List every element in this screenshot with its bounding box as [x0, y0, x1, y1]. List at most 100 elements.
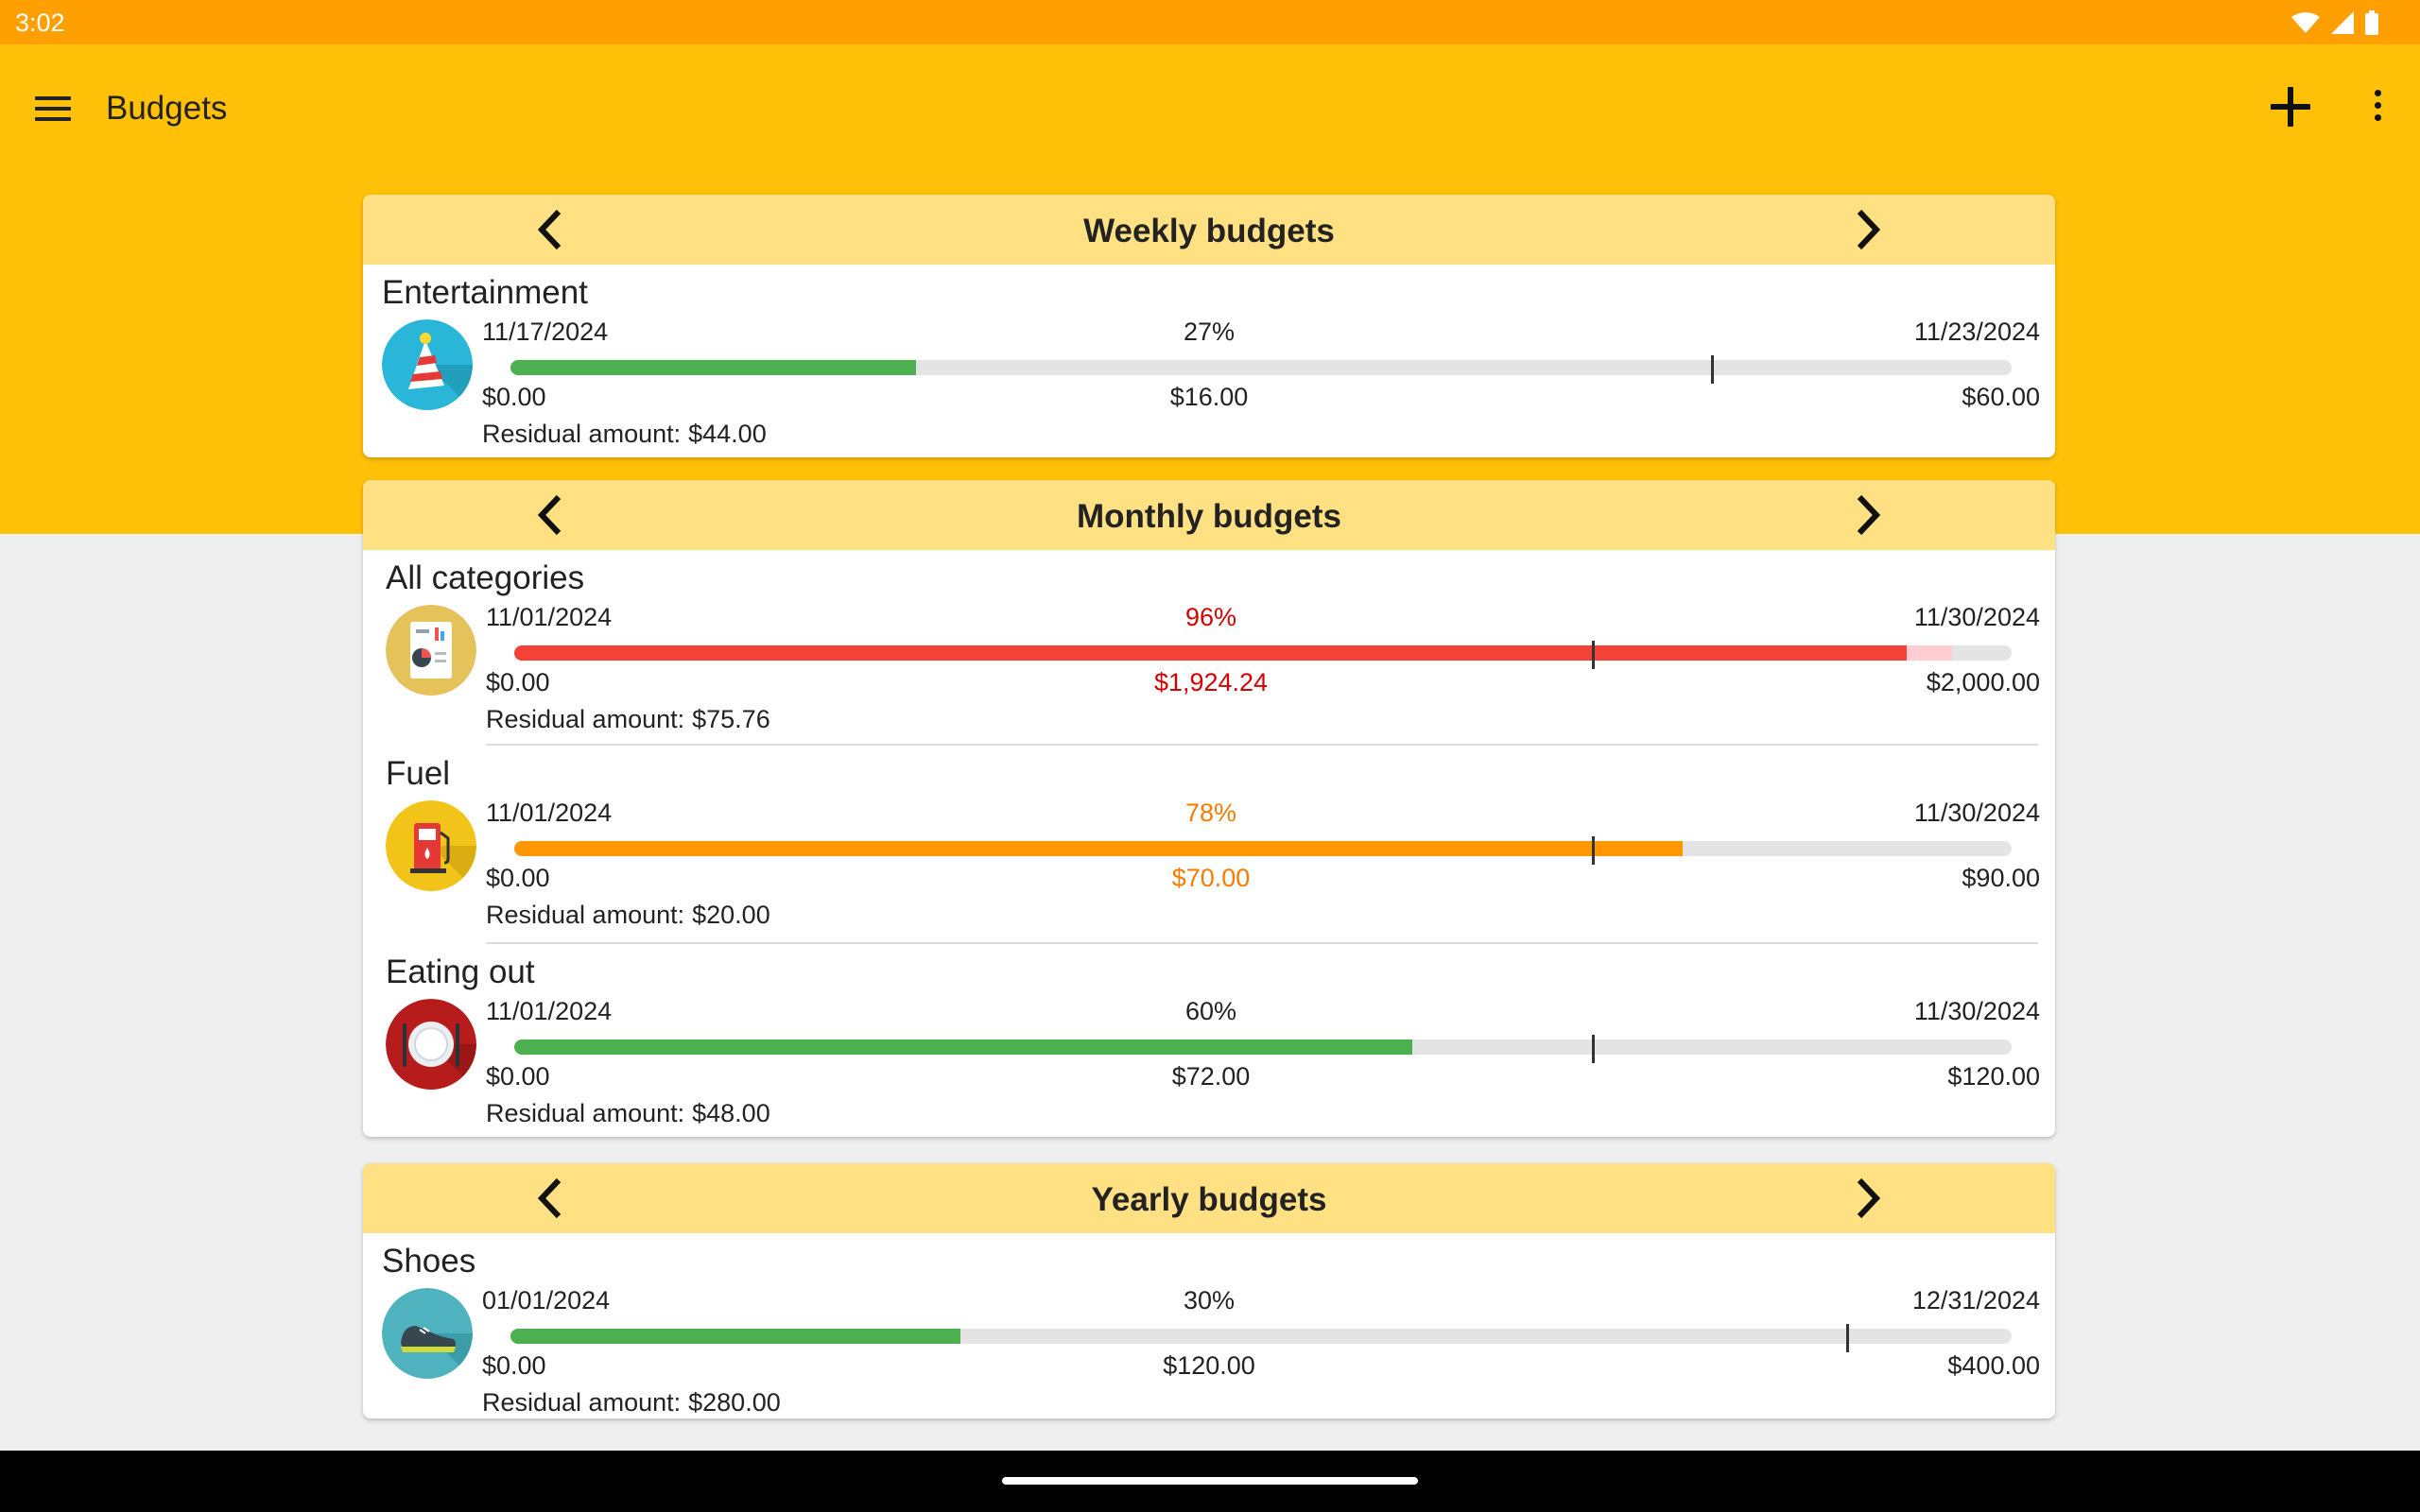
- signal-icon: [2331, 11, 2354, 34]
- budget-item[interactable]: All categories 11/01/2024 96% 11/30/2024…: [367, 550, 2055, 746]
- divider: [486, 744, 2038, 746]
- section-title: Weekly budgets: [1083, 213, 1335, 249]
- next-period-button[interactable]: [1843, 206, 1891, 253]
- budget-name: Shoes: [382, 1243, 476, 1280]
- budget-max-amount: $120.00: [1947, 1062, 2040, 1091]
- budget-max-amount: $2,000.00: [1926, 668, 2040, 696]
- budget-start-date: 11/01/2024: [486, 799, 613, 827]
- budget-spent-amount: $70.00: [1171, 864, 1251, 892]
- residual-label: Residual amount:: [482, 1388, 682, 1417]
- plate-cutlery-icon: [386, 999, 476, 1090]
- budget-start-date: 01/01/2024: [482, 1286, 611, 1314]
- residual-amount: Residual amount: $44.00: [482, 420, 767, 449]
- time-elapsed-marker: [1592, 836, 1596, 865]
- budget-min-amount: $0.00: [482, 383, 546, 411]
- budget-item[interactable]: Eating out 11/01/2024 60% 11/30/2024 $0.…: [367, 944, 2055, 1137]
- budget-spent-amount: $16.00: [1169, 383, 1249, 411]
- next-period-button[interactable]: [1843, 1175, 1891, 1222]
- add-budget-button[interactable]: [2267, 82, 2316, 131]
- budget-percent: 78%: [1184, 799, 1237, 827]
- residual-label: Residual amount:: [486, 705, 685, 733]
- budget-start-date: 11/17/2024: [482, 318, 609, 346]
- budget-start-date: 11/01/2024: [486, 603, 613, 631]
- budget-min-amount: $0.00: [486, 1062, 550, 1091]
- residual-label: Residual amount:: [486, 901, 685, 929]
- yearly-budgets-card: Yearly budgets Shoes 01/01/2024 30% 12/3…: [363, 1163, 2055, 1418]
- sneaker-icon: [382, 1288, 473, 1379]
- menu-icon[interactable]: [32, 90, 74, 128]
- chevron-left-icon: [537, 494, 562, 536]
- next-period-button[interactable]: [1843, 491, 1891, 539]
- chevron-right-icon: [1857, 1177, 1881, 1219]
- chevron-left-icon: [537, 209, 562, 250]
- section-header: Yearly budgets: [363, 1163, 2055, 1233]
- budget-max-amount: $60.00: [1962, 383, 2040, 411]
- section-header: Monthly budgets: [363, 480, 2055, 550]
- budget-progress-fill: [510, 360, 916, 375]
- budget-progress-fill: [510, 1329, 961, 1344]
- chevron-right-icon: [1857, 494, 1881, 536]
- budget-name: Fuel: [386, 755, 451, 792]
- budget-end-date: 11/30/2024: [1913, 603, 2040, 631]
- home-gesture-handle[interactable]: [1002, 1477, 1418, 1485]
- time-elapsed-marker: [1711, 355, 1715, 384]
- section-header: Weekly budgets: [363, 195, 2055, 265]
- budget-end-date: 11/30/2024: [1913, 997, 2040, 1025]
- section-title: Yearly budgets: [1091, 1181, 1327, 1218]
- budget-percent: 96%: [1184, 603, 1237, 631]
- monthly-budgets-card: Monthly budgets All categories 11/01/202…: [363, 480, 2055, 1137]
- previous-period-button[interactable]: [527, 1175, 575, 1222]
- budget-item[interactable]: Shoes 01/01/2024 30% 12/31/2024 $0.00 $1…: [363, 1233, 2055, 1418]
- budget-max-amount: $90.00: [1962, 864, 2040, 892]
- budget-start-date: 11/01/2024: [486, 997, 613, 1025]
- status-bar: 3:02: [0, 0, 2420, 44]
- time-elapsed-marker: [1592, 641, 1596, 669]
- section-title: Monthly budgets: [1077, 498, 1341, 535]
- system-navigation-bar: [0, 1451, 2420, 1512]
- budget-percent: 60%: [1184, 997, 1237, 1025]
- budget-progress-fill: [514, 1040, 1413, 1055]
- residual-value: $44.00: [688, 420, 767, 448]
- budget-end-date: 12/31/2024: [1911, 1286, 2040, 1314]
- budget-min-amount: $0.00: [486, 864, 550, 892]
- more-options-icon[interactable]: [2361, 90, 2394, 128]
- wifi-icon: [2291, 12, 2320, 33]
- budget-progress-bar: [510, 1329, 2012, 1344]
- time-elapsed-marker: [1592, 1035, 1596, 1063]
- previous-period-button[interactable]: [527, 206, 575, 253]
- budget-item[interactable]: Entertainment 11/17/2024 27% 11/23/2024 …: [363, 265, 2055, 457]
- divider: [486, 942, 2038, 944]
- residual-amount: Residual amount: $20.00: [486, 901, 770, 930]
- budget-name: All categories: [386, 559, 585, 596]
- battery-icon: [2365, 10, 2378, 35]
- report-icon: [386, 605, 476, 696]
- status-icons: [2291, 10, 2378, 35]
- chevron-left-icon: [537, 1177, 562, 1219]
- budget-end-date: 11/23/2024: [1913, 318, 2040, 346]
- budget-min-amount: $0.00: [486, 668, 550, 696]
- budget-spent-amount: $72.00: [1171, 1062, 1251, 1091]
- residual-value: $75.76: [692, 705, 770, 733]
- page-title: Budgets: [106, 90, 228, 127]
- residual-value: $48.00: [692, 1099, 770, 1127]
- budget-min-amount: $0.00: [482, 1351, 546, 1380]
- budget-progress-bar: [514, 1040, 2012, 1055]
- budget-name: Eating out: [386, 954, 535, 990]
- residual-amount: Residual amount: $75.76: [486, 705, 770, 734]
- budget-name: Entertainment: [382, 274, 588, 311]
- budget-end-date: 11/30/2024: [1913, 799, 2040, 827]
- chevron-right-icon: [1857, 209, 1881, 250]
- fuel-pump-icon: [386, 800, 476, 891]
- budget-progress-bar: [514, 645, 2012, 661]
- budget-item[interactable]: Fuel 11/01/2024 78% 11/30/2024 $0.00 $70…: [367, 746, 2055, 944]
- budget-progress-fill: [514, 841, 1683, 856]
- weekly-budgets-card: Weekly budgets Entertainment 11/17/2024 …: [363, 195, 2055, 457]
- budget-progress-fill: [514, 645, 1908, 661]
- budget-progress-bar: [510, 360, 2012, 375]
- previous-period-button[interactable]: [527, 491, 575, 539]
- residual-value: $280.00: [688, 1388, 781, 1417]
- status-time: 3:02: [15, 9, 65, 37]
- budget-percent: 30%: [1183, 1286, 1236, 1314]
- budget-max-amount: $400.00: [1947, 1351, 2040, 1380]
- budget-progress-bar: [514, 841, 2012, 856]
